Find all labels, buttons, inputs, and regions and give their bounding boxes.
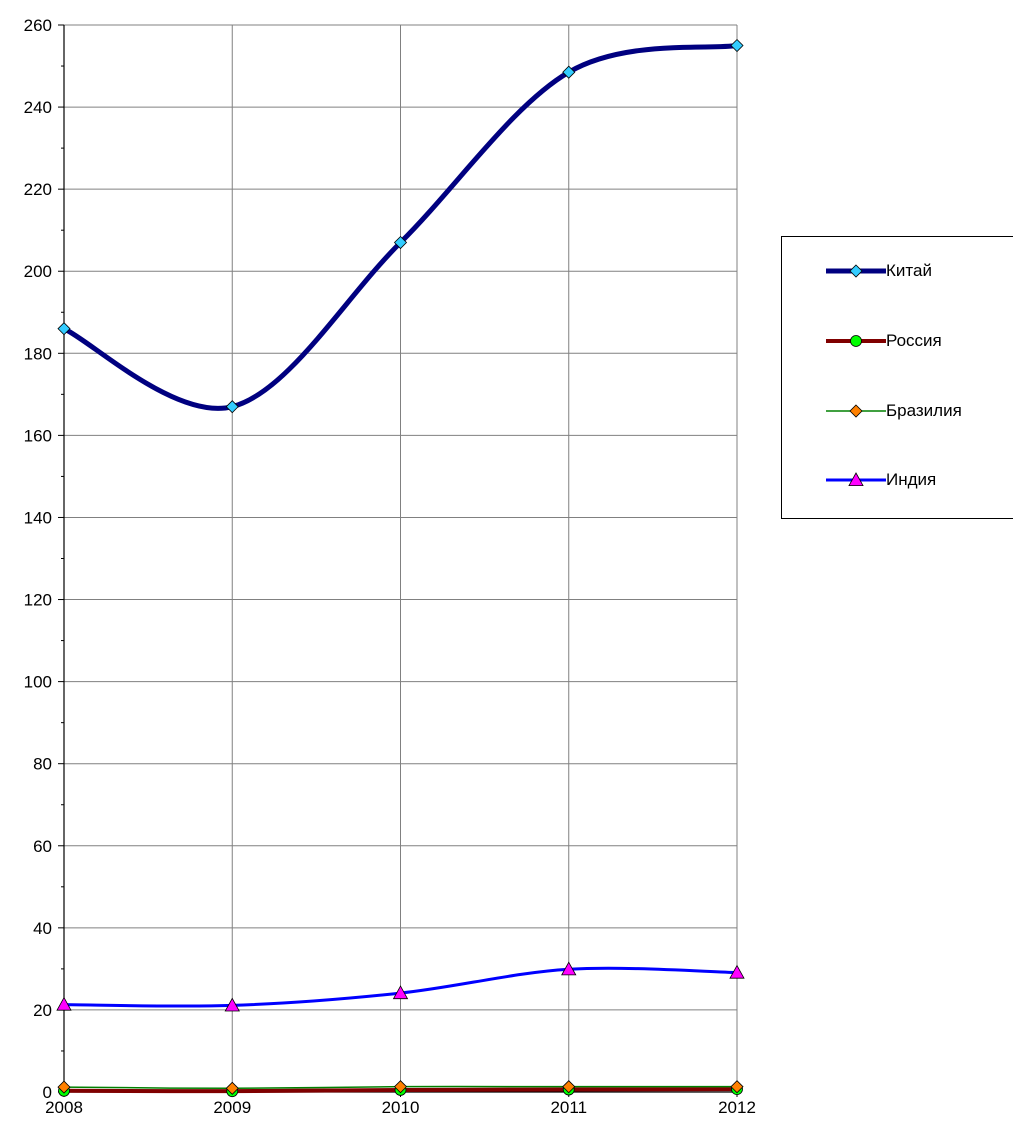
legend-item: Бразилия: [826, 399, 962, 423]
legend-swatch: [826, 329, 886, 353]
legend-item: Индия: [826, 468, 936, 492]
x-tick-label: 2008: [45, 1098, 83, 1117]
legend-swatch: [826, 468, 886, 492]
legend-label: Россия: [886, 331, 942, 351]
legend-marker: [850, 405, 862, 417]
y-tick-label: 100: [24, 673, 52, 692]
legend-marker: [850, 265, 862, 277]
y-tick-label: 40: [33, 919, 52, 938]
y-tick-label: 20: [33, 1001, 52, 1020]
legend: Китай Россия Бразилия Индия: [781, 236, 1013, 519]
y-tick-label: 80: [33, 755, 52, 774]
grid-lines: [64, 25, 737, 1092]
legend-item: Китай: [826, 259, 932, 283]
legend-label: Китай: [886, 261, 932, 281]
y-tick-label: 220: [24, 180, 52, 199]
y-tick-label: 180: [24, 344, 52, 363]
legend-label: Индия: [886, 470, 936, 490]
data-point-marker: [731, 40, 743, 52]
axes: [58, 25, 737, 1097]
y-tick-label: 140: [24, 508, 52, 527]
legend-marker: [851, 336, 862, 347]
y-tick-label: 200: [24, 262, 52, 281]
y-tick-label: 60: [33, 837, 52, 856]
y-tick-label: 120: [24, 591, 52, 610]
y-tick-label: 160: [24, 426, 52, 445]
legend-swatch: [826, 259, 886, 283]
x-tick-label: 2012: [718, 1098, 756, 1117]
legend-swatch: [826, 399, 886, 423]
legend-label: Бразилия: [886, 401, 962, 421]
y-tick-label: 260: [24, 16, 52, 35]
data-point-marker: [226, 401, 238, 413]
x-tick-label: 2009: [213, 1098, 251, 1117]
x-tick-label: 2011: [550, 1098, 587, 1117]
x-tick-label: 2010: [382, 1098, 420, 1117]
legend-item: Россия: [826, 329, 942, 353]
y-tick-label: 240: [24, 98, 52, 117]
tick-labels: 0204060801001201401601802002202402602008…: [24, 16, 756, 1117]
